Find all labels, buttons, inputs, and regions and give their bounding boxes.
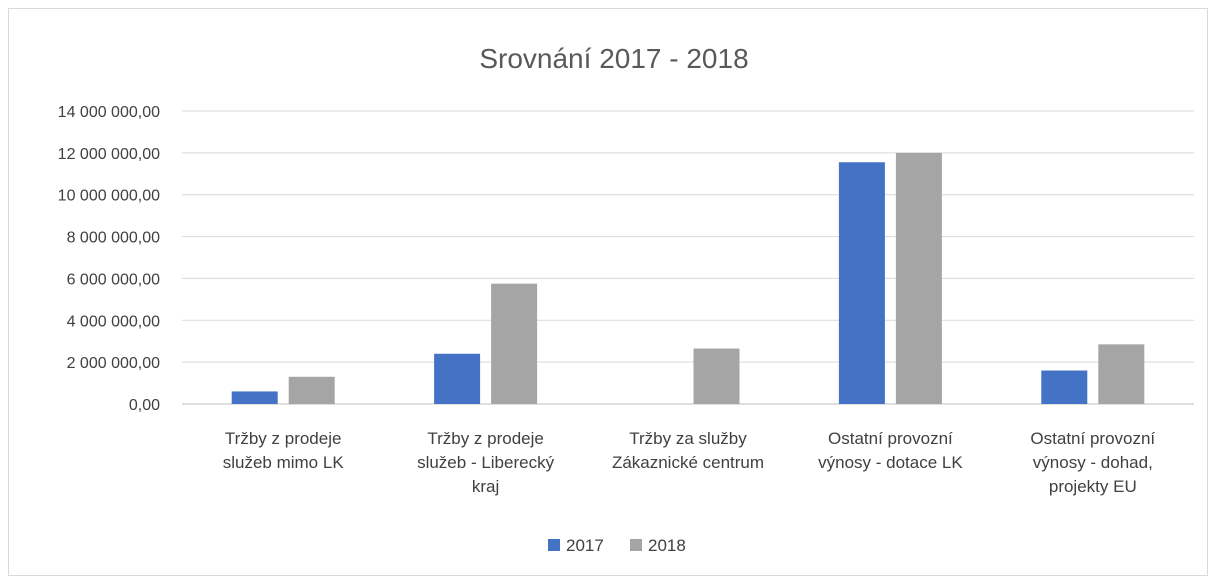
y-tick-label: 10 000 000,00 [58, 188, 160, 205]
x-category-label: Tržby z prodeje služeb - Liberecký kraj [417, 429, 555, 496]
x-category-line: služeb - Liberecký [417, 453, 555, 472]
x-category-label: Ostatní provozní výnosy - dotace LK [818, 429, 963, 472]
x-category-line: Tržby za služby [629, 429, 747, 448]
x-category-label: Tržby za služby Zákaznické centrum [612, 429, 764, 472]
bars [231, 152, 1145, 404]
legend-label-2017: 2017 [566, 536, 604, 555]
y-tick-label: 14 000 000,00 [58, 104, 160, 121]
x-category-line: Tržby z prodeje [225, 429, 342, 448]
chart-title: Srovnání 2017 - 2018 [479, 43, 748, 74]
legend: 2017 2018 [548, 536, 686, 555]
bar-2017-1 [434, 353, 481, 404]
bar-2018-1 [491, 283, 538, 404]
x-category-line: výnosy - dotace LK [818, 453, 963, 472]
x-category-label: Ostatní provozní výnosy - dohad, projekty … [1030, 429, 1155, 496]
bar-2018-4 [1098, 344, 1145, 404]
y-tick-label: 2 000 000,00 [67, 355, 161, 372]
y-tick-label: 4 000 000,00 [67, 313, 161, 330]
bar-2018-3 [895, 152, 942, 404]
y-tick-label: 6 000 000,00 [67, 271, 161, 288]
y-tick-label: 12 000 000,00 [58, 146, 160, 163]
legend-label-2018: 2018 [648, 536, 686, 555]
x-category-line: Ostatní provozní [828, 429, 953, 448]
x-category-line: Zákaznické centrum [612, 453, 764, 472]
legend-swatch-2017 [548, 539, 560, 551]
x-category-line: Tržby z prodeje [427, 429, 544, 448]
x-category-line: služeb mimo LK [223, 453, 345, 472]
bar-2017-0 [231, 391, 278, 404]
bar-2018-2 [693, 348, 740, 404]
y-tick-label: 0,00 [129, 397, 160, 414]
gridlines [182, 110, 1194, 405]
bar-2018-0 [288, 376, 335, 404]
x-category-line: výnosy - dohad, [1033, 453, 1153, 472]
bar-2017-4 [1041, 370, 1088, 404]
x-category-line: Ostatní provozní [1030, 429, 1155, 448]
bar-2017-3 [838, 162, 885, 404]
chart-frame [8, 8, 1208, 576]
x-category-line: kraj [472, 477, 499, 496]
x-category-label: Tržby z prodeje služeb mimo LK [223, 429, 345, 472]
y-axis-ticks: 0,00 2 000 000,00 4 000 000,00 6 000 000,00… [58, 104, 160, 414]
legend-swatch-2018 [630, 539, 642, 551]
x-category-line: projekty EU [1049, 477, 1137, 496]
y-tick-label: 8 000 000,00 [67, 230, 161, 247]
